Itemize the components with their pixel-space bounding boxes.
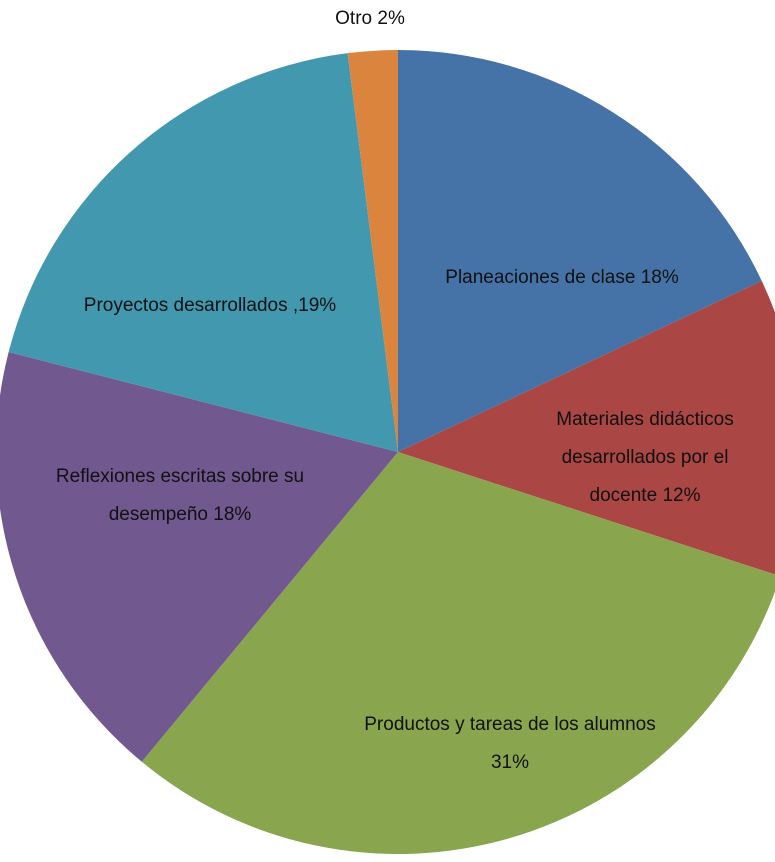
value-label: 31%	[490, 752, 530, 773]
value-label: 18%	[640, 267, 679, 288]
pie-slice	[8, 53, 398, 452]
slice-label: Reflexiones escritas sobre su desempeño …	[40, 458, 320, 534]
category-label: Productos y tareas de los alumnos	[364, 714, 656, 735]
slice-label: Proyectos desarrollados ,19%	[80, 287, 340, 325]
pie-slice	[398, 50, 762, 452]
pie-slice	[347, 50, 398, 452]
value-label: 2%	[377, 8, 405, 29]
slice-label: Planeaciones de clase 18%	[392, 259, 732, 297]
slice-label: Productos y tareas de los alumnos 31%	[360, 706, 660, 782]
pie-slice	[0, 352, 398, 762]
value-label: 12%	[662, 485, 701, 506]
category-label: Planeaciones de clase	[445, 267, 636, 288]
category-label: Proyectos desarrollados	[83, 295, 288, 316]
pie-slice	[398, 280, 775, 575]
category-label: Otro	[335, 8, 373, 29]
value-label: 18%	[213, 504, 252, 525]
category-label: Materiales didácticos desarrollados por …	[556, 409, 734, 506]
value-label: ,19%	[292, 295, 337, 316]
category-label: Reflexiones escritas sobre su desempeño	[55, 466, 305, 525]
slice-label: Otro 2%	[300, 0, 440, 38]
pie-slice	[141, 452, 775, 854]
slice-label: Materiales didácticos desarrollados por …	[530, 401, 760, 515]
